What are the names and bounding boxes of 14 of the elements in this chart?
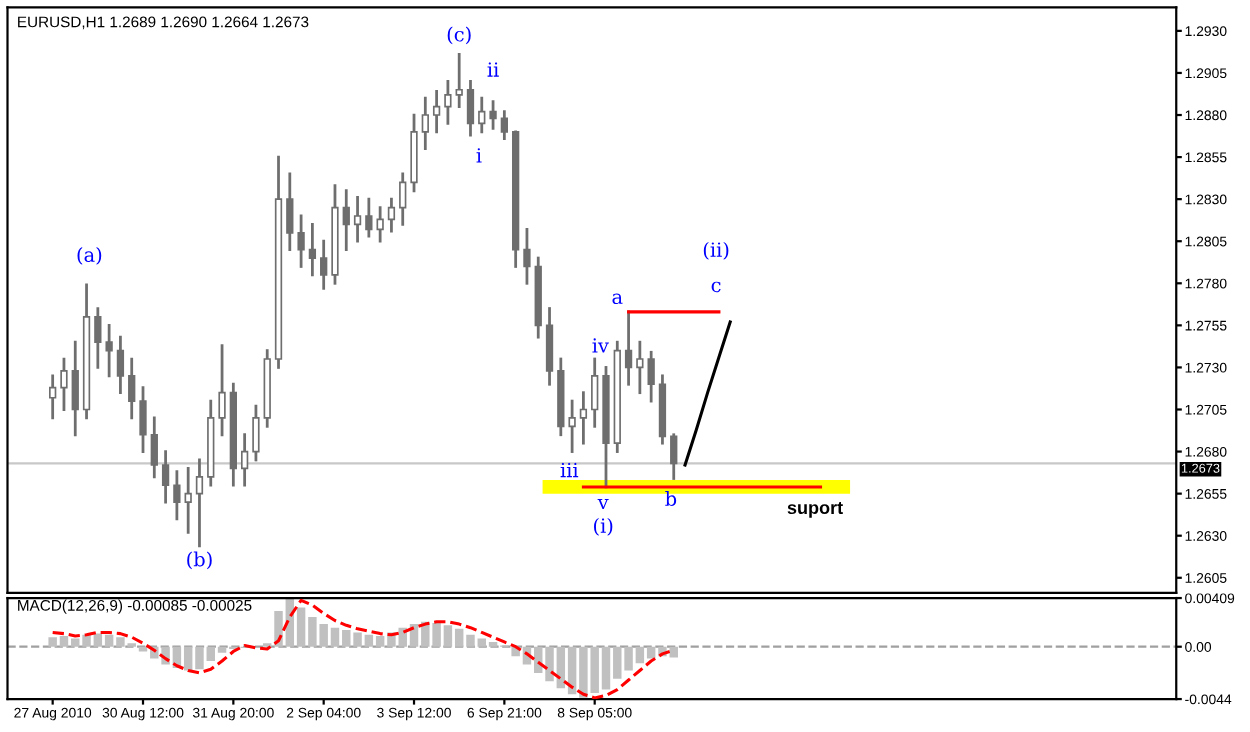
annotation: iv: [592, 338, 609, 353]
annotation: c: [711, 281, 721, 293]
annotation: (i): [594, 517, 613, 536]
annotation: v: [597, 499, 609, 510]
annotation: (a): [77, 246, 102, 265]
annotation: a: [612, 293, 623, 305]
annotation: i: [476, 148, 482, 163]
annotation: b: [665, 490, 677, 507]
annotation: ii: [487, 62, 499, 77]
annotation: (c): [447, 26, 471, 45]
series-label: suport: [787, 502, 843, 518]
annotation: (ii): [703, 241, 729, 260]
annotation: iii: [560, 462, 579, 478]
annotation: (b): [187, 551, 212, 570]
